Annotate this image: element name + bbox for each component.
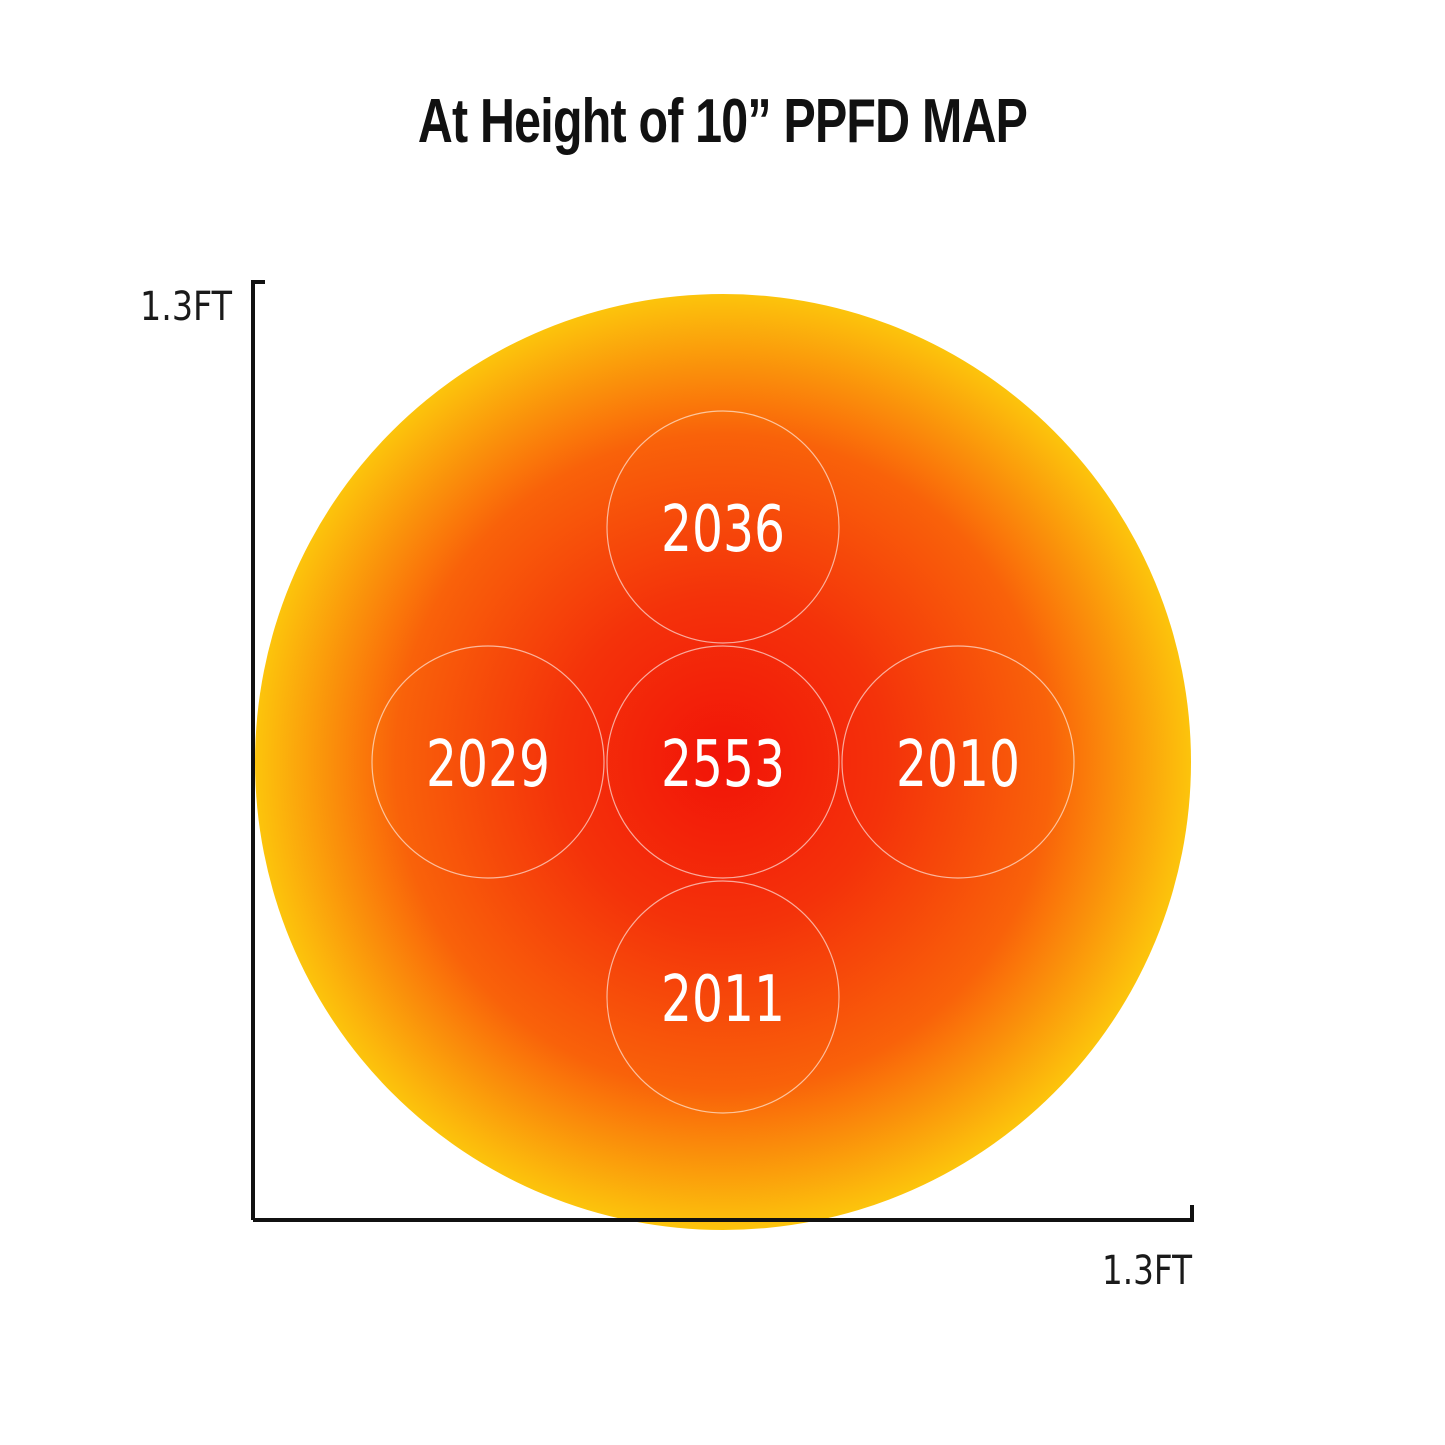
measurement-circle-bottom — [606, 880, 840, 1114]
y-axis-label: 1.3FT — [140, 284, 232, 330]
x-axis-label: 1.3FT — [1102, 1248, 1192, 1294]
measurement-circle-right — [841, 645, 1075, 879]
ppfd-value-center: 2553 — [661, 728, 785, 802]
ppfd-value-top: 2036 — [661, 493, 785, 567]
measurement-circle-left — [371, 645, 605, 879]
measurement-circle-center — [606, 645, 840, 879]
y-axis-line — [251, 280, 265, 1220]
chart-title: At Height of 10” PPFD MAP — [417, 87, 1028, 156]
ppfd-value-left: 2029 — [426, 728, 550, 802]
x-axis-line — [253, 1205, 1194, 1222]
ppfd-value-right: 2010 — [896, 728, 1020, 802]
axes — [251, 280, 1194, 1222]
measurement-circle-top — [606, 410, 840, 644]
ppfd-value-bottom: 2011 — [661, 963, 785, 1037]
light-coverage-area — [255, 294, 1191, 1230]
measurement-points: 2036 2029 2553 2010 2011 — [371, 410, 1075, 1114]
